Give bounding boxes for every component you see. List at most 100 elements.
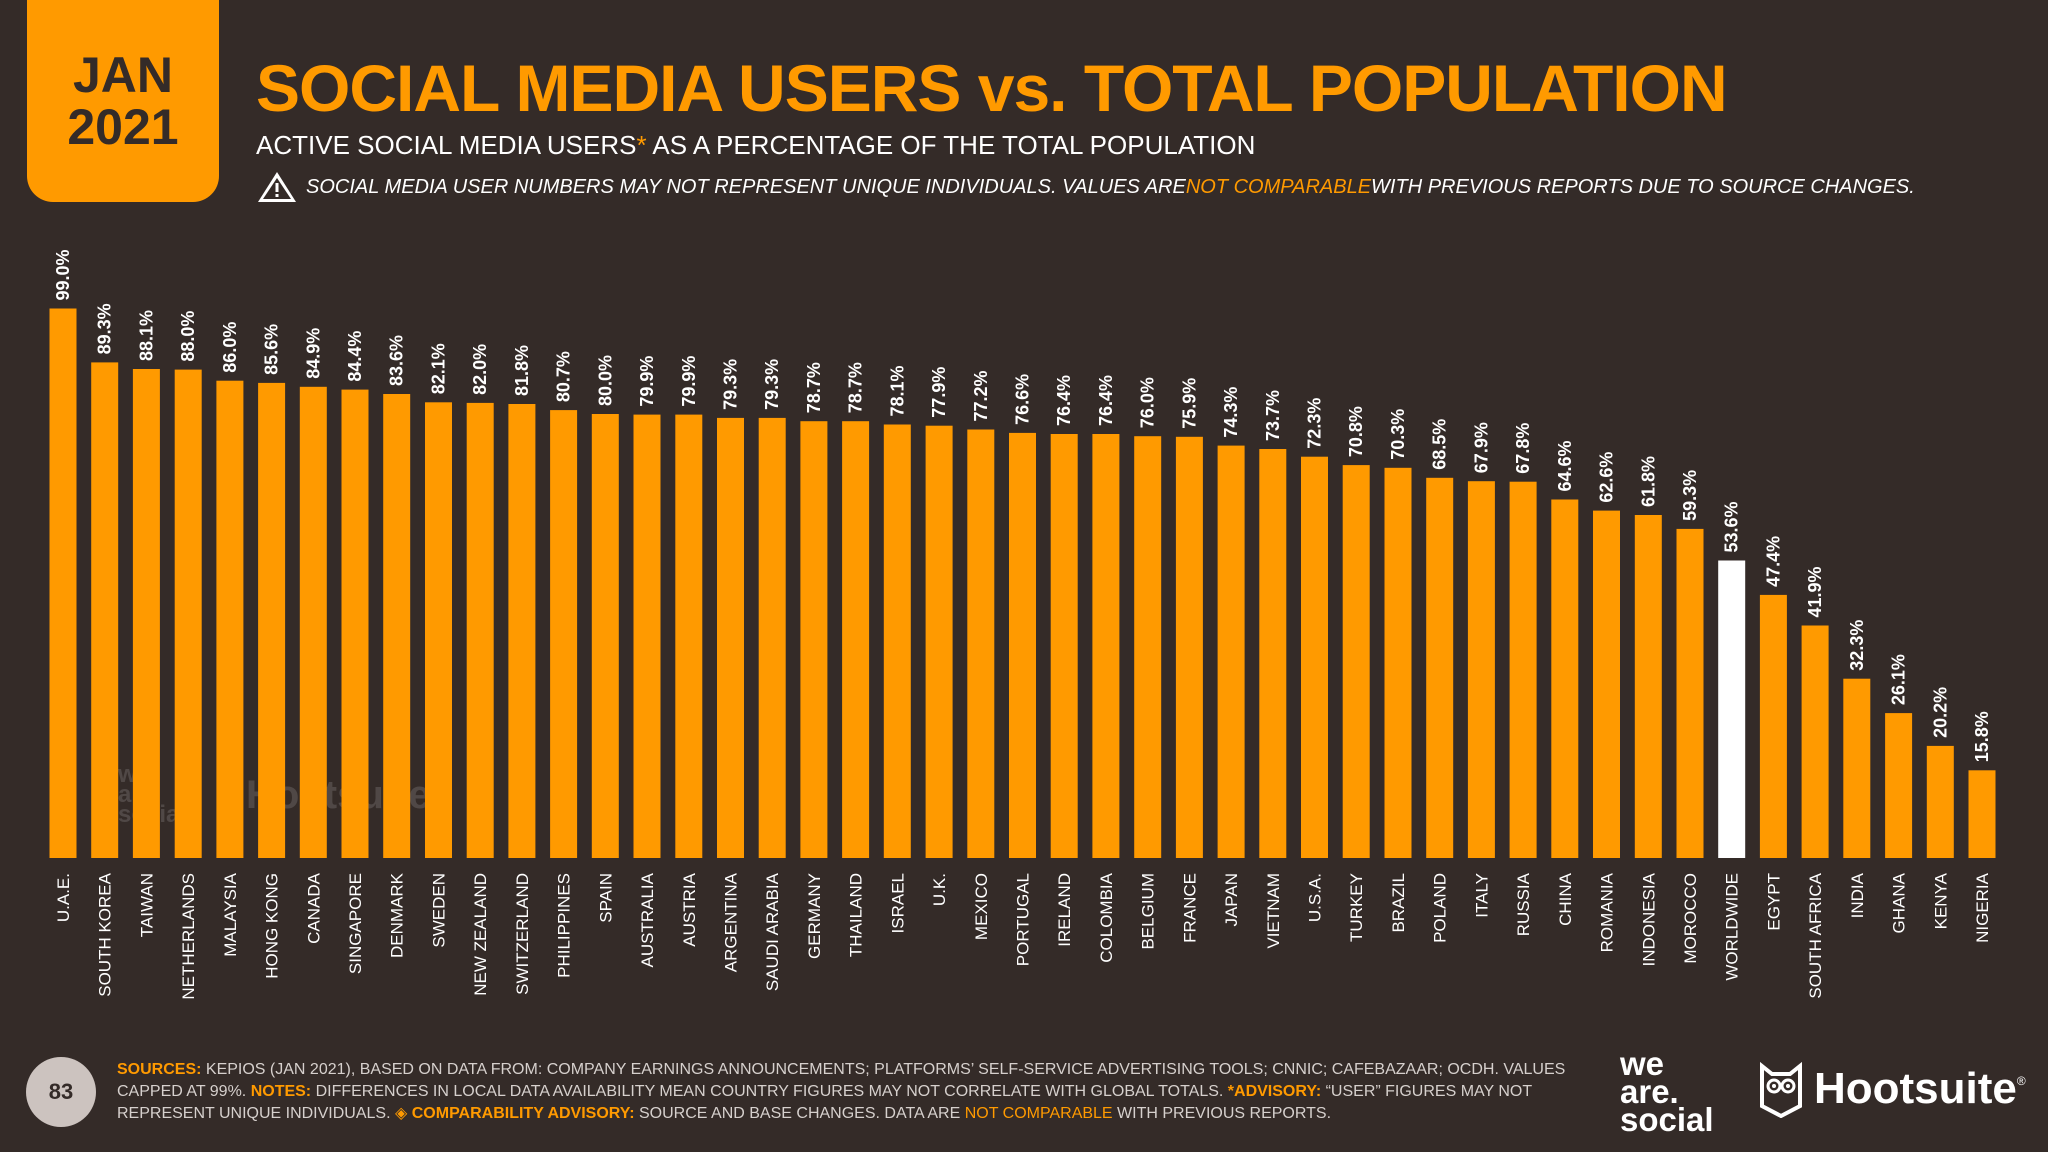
bar-u-a-e — [49, 308, 77, 858]
category-label: VIETNAM — [1264, 873, 1283, 949]
bar-hong-kong — [258, 382, 286, 858]
category-label: SOUTH KOREA — [96, 872, 115, 996]
date-year: 2021 — [67, 99, 179, 155]
bar-netherlands — [174, 369, 202, 858]
value-label: 76.4% — [1096, 375, 1116, 426]
value-label: 79.3% — [762, 359, 782, 410]
bar-singapore — [341, 389, 369, 858]
bar-portugal — [1009, 432, 1036, 858]
value-label: 78.7% — [846, 362, 866, 413]
value-label: 70.3% — [1388, 409, 1408, 460]
bar-indonesia — [1634, 515, 1662, 858]
value-label: 53.6% — [1722, 501, 1742, 552]
comparability-end: WITH PREVIOUS REPORTS. — [1112, 1105, 1332, 1122]
value-label: 70.8% — [1346, 406, 1366, 457]
category-label: DENMARK — [388, 872, 407, 958]
bar-argentina — [717, 417, 744, 858]
bar-japan — [1217, 445, 1245, 858]
value-label: 84.4% — [345, 331, 365, 382]
subtitle-rest: AS A PERCENTAGE OF THE TOTAL POPULATION — [646, 130, 1256, 160]
bar-worldwide — [1718, 560, 1746, 858]
value-label: 79.9% — [679, 356, 699, 407]
logo-was-line3: social — [1620, 1101, 1714, 1138]
category-label: SOUTH AFRICA — [1806, 872, 1825, 998]
value-label: 76.4% — [1054, 375, 1074, 426]
value-label: 80.7% — [554, 351, 574, 402]
category-label: ROMANIA — [1598, 872, 1617, 952]
value-label: 78.1% — [887, 365, 907, 416]
bar-u-s-a — [1301, 456, 1328, 858]
bar-nigeria — [1968, 770, 1996, 858]
value-label: 67.8% — [1513, 423, 1533, 474]
bar-turkey — [1342, 465, 1370, 858]
subtitle-asterisk: * — [636, 130, 647, 160]
category-label: CANADA — [304, 872, 323, 944]
category-label: TAIWAN — [137, 873, 156, 937]
footer-notes: SOURCES: KEPIOS (JAN 2021), BASED ON DAT… — [117, 1059, 1597, 1125]
category-label: MOROCCO — [1681, 873, 1700, 964]
value-label: 64.6% — [1555, 440, 1575, 491]
date-badge: JAN 2021 — [27, 0, 219, 202]
bar-saudi-arabia — [758, 417, 786, 858]
value-label: 89.3% — [95, 303, 115, 354]
value-label: 79.9% — [637, 356, 657, 407]
bar-india — [1843, 678, 1871, 858]
we-are-social-logo: we are. social — [1620, 1047, 1714, 1138]
bar-france — [1175, 436, 1203, 858]
category-label: SPAIN — [596, 873, 615, 923]
page-number: 83 — [26, 1057, 96, 1127]
category-label: INDONESIA — [1639, 872, 1658, 966]
value-label: 72.3% — [1305, 398, 1325, 449]
sources-label: SOURCES: — [117, 1061, 202, 1078]
comparability-highlight: NOT COMPARABLE — [964, 1105, 1113, 1122]
bar-brazil — [1384, 467, 1412, 858]
bar-germany — [800, 421, 828, 858]
value-label: 68.5% — [1430, 419, 1450, 470]
value-label: 99.0% — [53, 249, 73, 300]
bar-russia — [1509, 481, 1537, 858]
category-label: ARGENTINA — [722, 872, 741, 972]
comparability-text: SOURCE AND BASE CHANGES. DATA ARE — [634, 1105, 965, 1122]
bar-switzerland — [508, 404, 536, 858]
category-label: CHINA — [1556, 872, 1575, 926]
value-label: 80.0% — [595, 355, 615, 406]
category-label: NEW ZEALAND — [471, 873, 490, 996]
bar-mexico — [967, 429, 995, 858]
bar-china — [1551, 499, 1579, 858]
category-label: SWITZERLAND — [513, 873, 532, 995]
category-label: RUSSIA — [1514, 872, 1533, 936]
value-label: 61.8% — [1638, 456, 1658, 507]
bar-austria — [675, 414, 703, 858]
bar-vietnam — [1259, 449, 1287, 858]
category-label: ITALY — [1472, 873, 1491, 918]
bar-chart: 99.0% U.A.E. 89.3% SOUTH KOREA 88.1% TAIWAN 88… — [49, 249, 1996, 1000]
category-label: EGYPT — [1764, 873, 1783, 931]
category-label: SAUDI ARABIA — [763, 872, 782, 991]
bar-south-korea — [91, 362, 119, 858]
category-label: FRANCE — [1180, 873, 1199, 943]
bar-south-africa — [1801, 625, 1829, 858]
registered-mark: ® — [2016, 1074, 2026, 1088]
value-label: 62.6% — [1597, 452, 1617, 503]
advisory-text: “USER” FIGURES MAY NOT REPRESENT UNIQUE … — [117, 1083, 1532, 1122]
bar-australia — [633, 414, 661, 858]
warning-text-1: SOCIAL MEDIA USER NUMBERS MAY NOT REPRES… — [306, 175, 1186, 198]
value-label: 76.0% — [1138, 377, 1158, 428]
category-label: SWEDEN — [430, 873, 449, 948]
value-label: 59.3% — [1680, 470, 1700, 521]
bar-poland — [1426, 477, 1454, 858]
value-label: 88.0% — [178, 311, 198, 362]
bar-spain — [591, 414, 619, 858]
value-label: 77.9% — [929, 367, 949, 418]
bar-ireland — [1050, 434, 1078, 858]
value-label: 32.3% — [1847, 620, 1867, 671]
warning-text-2: WITH PREVIOUS REPORTS DUE TO SOURCE CHAN… — [1371, 175, 1915, 198]
bar-new-zealand — [466, 402, 494, 858]
value-label: 82.1% — [429, 343, 449, 394]
value-label: 73.7% — [1263, 390, 1283, 441]
category-label: GERMANY — [805, 873, 824, 959]
value-label: 47.4% — [1763, 536, 1783, 587]
category-label: COLOMBIA — [1097, 872, 1116, 962]
bar-colombia — [1092, 434, 1120, 858]
hootsuite-logo: Hootsuite ® — [1758, 1060, 2026, 1118]
